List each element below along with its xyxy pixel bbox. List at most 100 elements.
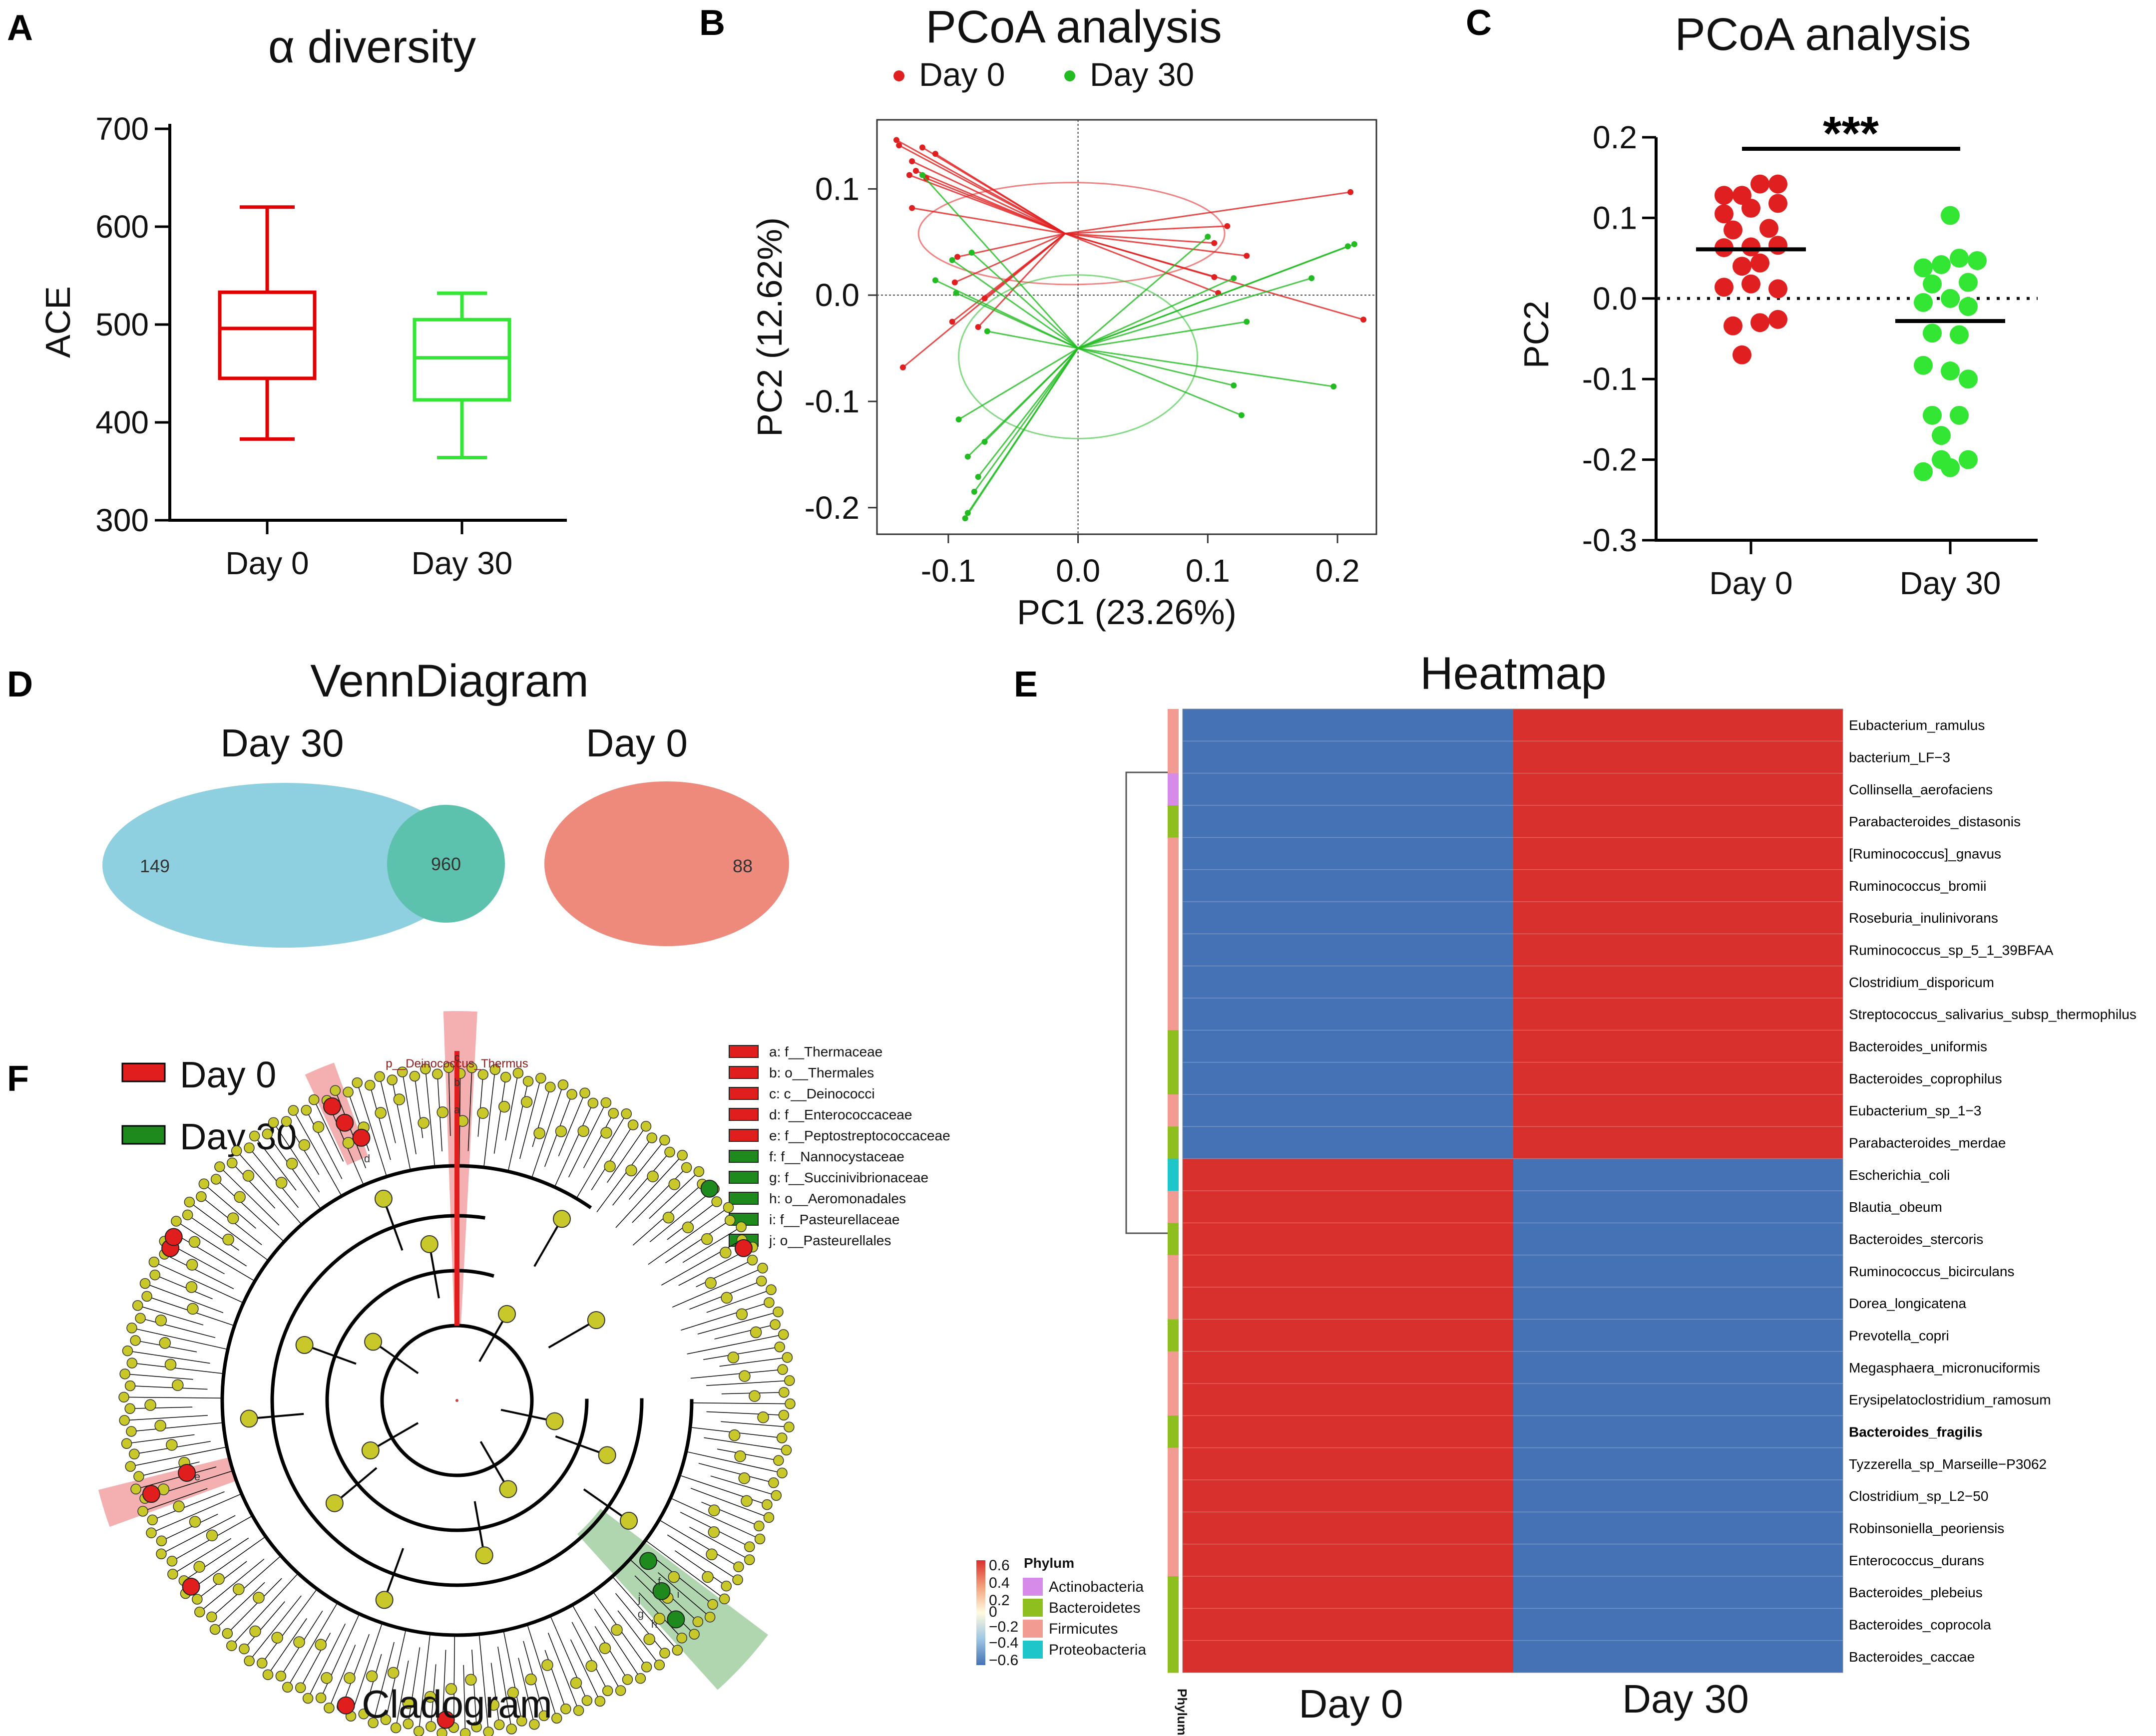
- clado-internal-node: [420, 1235, 438, 1253]
- clado-group-legend: Day 0 Day 30: [121, 1054, 297, 1157]
- spider-line-day0: [1065, 191, 1351, 235]
- clado-inner-node: [570, 1677, 582, 1689]
- clado-node-day30: [652, 1582, 671, 1600]
- heatmap-row: Ruminococcus_bromii: [1168, 869, 1986, 902]
- clado-branch: [131, 1328, 228, 1350]
- clado-leaf-node: [167, 1569, 178, 1580]
- heatmap-cell-day0: [1183, 837, 1513, 870]
- clado-branch: [293, 1110, 342, 1197]
- svg-text:0.0: 0.0: [1056, 553, 1100, 589]
- phylum-cell: [1168, 934, 1179, 967]
- phylum-cell: [1168, 1062, 1179, 1095]
- clado-leaf-node: [459, 1728, 471, 1736]
- y-tick-neg0.3: -0.3: [1582, 522, 1656, 558]
- heatmap-row: Bacteroides_coprophilus: [1168, 1061, 2002, 1095]
- clado-inner-node: [736, 1308, 748, 1320]
- panel-label-a: A: [7, 8, 33, 48]
- chart-b-title: PCoA analysis: [925, 1, 1222, 52]
- heatmap-cell-day30: [1513, 1158, 1843, 1191]
- clado-branch: [304, 1344, 357, 1365]
- clado-wedge-letter: i: [677, 1588, 680, 1600]
- clado-root-node: [455, 1399, 458, 1402]
- heatmap-cell-day30: [1513, 1255, 1843, 1288]
- clado-branch: [130, 1446, 227, 1467]
- point-day0: [932, 151, 938, 157]
- heatmap-row: Robinsoniella_peoriensis: [1168, 1511, 2004, 1545]
- clado-leaf-node: [733, 1561, 744, 1572]
- dot-day0: [1750, 174, 1769, 194]
- clado-taxon-label: j: o__Pasteurellales: [769, 1233, 891, 1248]
- colorbar-tick: 0.4: [989, 1575, 1010, 1591]
- clado-branch: [154, 1274, 213, 1300]
- clado-leaf-node: [420, 1063, 431, 1074]
- dot-day0: [1741, 274, 1760, 294]
- spider-line-day0: [957, 233, 1065, 258]
- spider-line-day0: [911, 160, 1066, 235]
- panel-label-c: C: [1466, 3, 1492, 43]
- spider-line-day30: [964, 347, 1079, 519]
- clado-branch: [550, 1615, 588, 1701]
- phylum-cell: [1168, 805, 1179, 838]
- clado-leaf-node: [756, 1275, 767, 1287]
- clado-branch: [428, 1244, 440, 1299]
- phylum-cell: [1168, 966, 1179, 999]
- heatmap-row: Clostridium_disporicum: [1168, 965, 1994, 999]
- clado-leaf-node: [198, 1178, 210, 1189]
- clado-internal-node: [374, 1189, 393, 1208]
- pcoa-dot-plot-c: PCoA analysis PC2 0.2 0.1 0.0 -0.1 -0.2 …: [1517, 9, 2038, 601]
- svg-text:0.0: 0.0: [1593, 281, 1637, 317]
- clado-leaf-node: [723, 1202, 734, 1213]
- point-day30: [1244, 319, 1250, 325]
- spider-line-day30: [1078, 347, 1334, 387]
- clado-inner-node: [750, 1326, 762, 1339]
- clado-node-day0: [182, 1577, 200, 1596]
- clado-branch: [594, 1626, 628, 1680]
- spider-line-day30: [1078, 347, 1234, 386]
- clado-branch: [320, 1614, 360, 1698]
- colorbar-tick: −0.2: [989, 1619, 1018, 1635]
- clado-leaf-node: [192, 1594, 203, 1605]
- heatmap-cell-day30: [1513, 1608, 1843, 1641]
- clado-leaf-node: [130, 1483, 141, 1495]
- clado-inner-node: [555, 1125, 567, 1137]
- clado-inner-node: [727, 1352, 740, 1364]
- clado-branch: [152, 1491, 225, 1520]
- phylum-cell: [1168, 1319, 1179, 1352]
- clado-branch: [372, 1341, 419, 1375]
- clado-taxon-swatch: [729, 1129, 759, 1142]
- clado-node-day30: [639, 1552, 658, 1570]
- clado-branch: [473, 1501, 485, 1556]
- phylum-cell: [1168, 1191, 1179, 1223]
- svg-text:400: 400: [95, 404, 149, 440]
- heatmap-cell-day0: [1183, 966, 1513, 999]
- clado-branch: [125, 1374, 193, 1380]
- clado-branch: [383, 1548, 405, 1601]
- clado-node-day0: [336, 1113, 354, 1132]
- clado-branch: [696, 1260, 753, 1288]
- clado-branch: [570, 1639, 601, 1702]
- clado-branch: [617, 1610, 660, 1666]
- spider-line-day30: [955, 292, 1079, 349]
- heatmap-row-label: Ruminococcus_bicirculans: [1849, 1264, 2014, 1279]
- x-tick-day0: Day 0: [225, 545, 309, 581]
- clado-branch: [706, 1411, 784, 1416]
- heatmap-cell-day30: [1513, 741, 1843, 774]
- dot-day30: [1932, 255, 1951, 275]
- point-day30: [932, 277, 938, 284]
- clado-leaf-node: [621, 1108, 632, 1119]
- clado-branch: [211, 1555, 282, 1617]
- clado-leaf-node: [390, 1722, 402, 1734]
- point-day0: [909, 158, 915, 164]
- phylum-legend-label: Firmicutes: [1049, 1621, 1118, 1637]
- clado-inner-node: [721, 1292, 733, 1304]
- clado-leaf-node: [676, 1632, 688, 1644]
- phylum-cell: [1168, 709, 1179, 741]
- clado-leaf-node: [413, 1726, 425, 1736]
- y-tick-0.2: 0.2: [1593, 119, 1656, 155]
- svg-text:0.1: 0.1: [1593, 200, 1637, 236]
- legend-b-day30-marker: [1064, 70, 1075, 81]
- heatmap-row: Prevotella_copri: [1168, 1319, 1949, 1352]
- clado-branch: [140, 1318, 216, 1338]
- clado-leaf-node: [779, 1387, 790, 1398]
- clado-leaf-node: [602, 1685, 613, 1697]
